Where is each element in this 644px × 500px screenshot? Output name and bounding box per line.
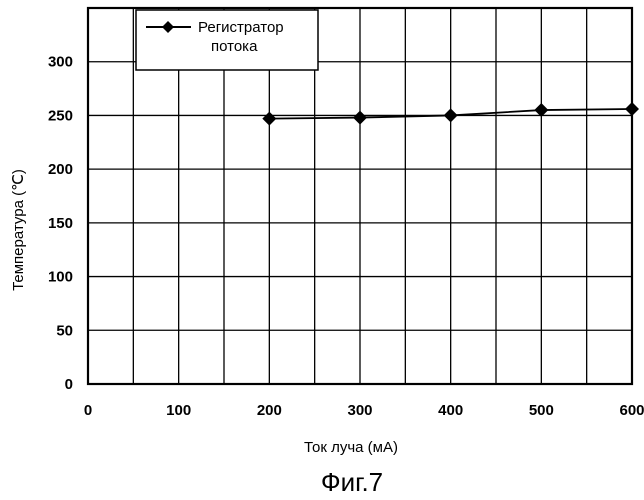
data-point-marker — [625, 102, 639, 116]
legend: Регистратор потока — [136, 10, 318, 70]
y-tick-label: 200 — [48, 161, 73, 178]
x-tick-label: 200 — [257, 402, 282, 419]
x-tick-label: 600 — [619, 402, 644, 419]
data-point-marker — [262, 112, 276, 126]
y-tick-label: 150 — [48, 215, 73, 232]
x-tick-label: 300 — [347, 402, 372, 419]
x-tick-label: 400 — [438, 402, 463, 419]
x-tick-label: 100 — [166, 402, 191, 419]
y-tick-label: 100 — [48, 269, 73, 286]
y-tick-label: 50 — [56, 322, 73, 339]
y-tick-label: 0 — [65, 376, 73, 393]
figure-caption: Фиг.7 — [321, 467, 383, 497]
data-point-marker — [444, 108, 458, 122]
x-tick-label: 500 — [529, 402, 554, 419]
x-axis-label: Ток луча (мА) — [304, 439, 398, 456]
y-tick-label: 250 — [48, 107, 73, 124]
y-axis-tick-labels: 0 50 100 150 200 250 300 — [48, 54, 73, 393]
legend-label: Регистратор — [198, 19, 284, 36]
legend-label: потока — [211, 38, 258, 55]
y-axis-label: Температура (℃) — [10, 169, 27, 291]
data-point-marker — [353, 111, 367, 125]
x-tick-label: 0 — [84, 402, 92, 419]
x-axis-tick-labels: 0 100 200 300 400 500 600 — [84, 402, 644, 419]
y-tick-label: 300 — [48, 54, 73, 71]
